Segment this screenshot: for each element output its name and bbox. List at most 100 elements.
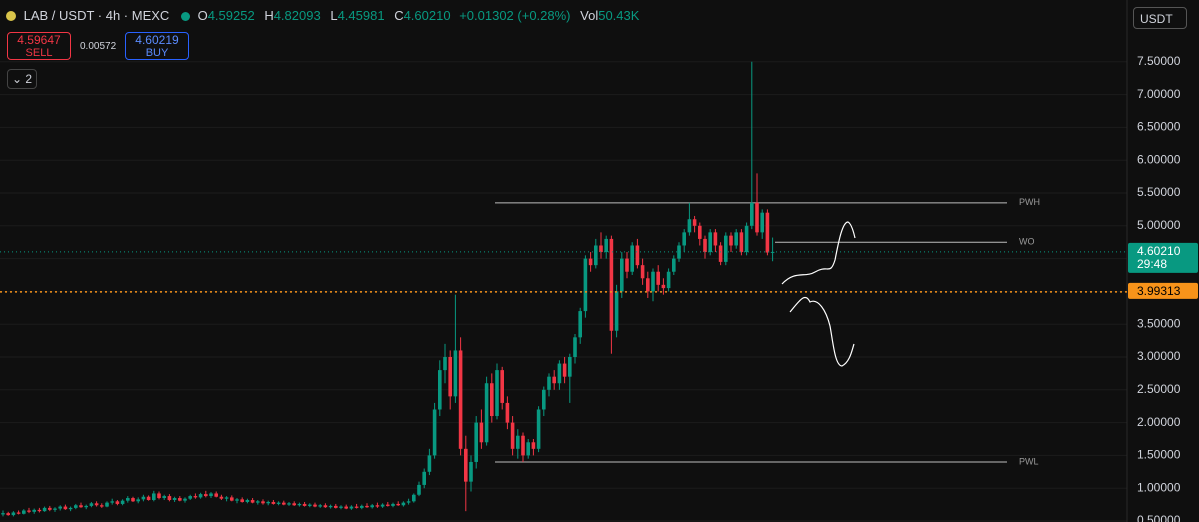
candle-body bbox=[412, 494, 416, 502]
candle-body bbox=[198, 494, 203, 498]
candle-body bbox=[765, 212, 770, 253]
y-tick-label: 1.00000 bbox=[1137, 480, 1181, 494]
high-label: H bbox=[264, 8, 274, 23]
candle-body bbox=[744, 225, 749, 253]
y-tick-label: 1.50000 bbox=[1137, 448, 1181, 462]
candle-body bbox=[58, 506, 62, 509]
level-label: WO bbox=[1019, 237, 1035, 247]
candle-body bbox=[516, 435, 520, 449]
candle-body bbox=[386, 504, 390, 506]
candle-body bbox=[6, 513, 10, 516]
candle-body bbox=[188, 496, 192, 499]
drawings bbox=[781, 221, 856, 367]
candle-body bbox=[334, 505, 338, 508]
candle-body bbox=[677, 245, 681, 259]
candle-body bbox=[68, 507, 73, 510]
candle-body bbox=[282, 502, 286, 505]
pair[interactable]: LAB / USDT · 4h · MEXC bbox=[23, 8, 170, 23]
candle-body bbox=[110, 501, 114, 503]
candle-body bbox=[146, 496, 151, 501]
candle-body bbox=[557, 363, 562, 384]
candle-body bbox=[708, 232, 712, 253]
candle-body bbox=[448, 357, 452, 397]
candle-body bbox=[391, 503, 395, 506]
candle-body bbox=[750, 202, 754, 226]
open-label: O bbox=[197, 8, 208, 23]
candle-body bbox=[323, 505, 328, 508]
currency-select[interactable]: USDT bbox=[1133, 7, 1187, 29]
low: 4.45981 bbox=[337, 8, 385, 23]
candle-body bbox=[16, 512, 21, 514]
candle-body bbox=[157, 493, 161, 499]
candle-body bbox=[79, 505, 83, 508]
buy-button[interactable]: 4.60219 BUY bbox=[125, 32, 189, 60]
candle-body bbox=[604, 238, 608, 253]
candle-body bbox=[625, 258, 629, 272]
candle-body bbox=[401, 502, 406, 506]
y-tick-label: 2.00000 bbox=[1137, 415, 1181, 429]
candle-body bbox=[729, 235, 733, 246]
high: 4.82093 bbox=[273, 8, 321, 23]
candle-body bbox=[183, 498, 187, 501]
candle-body bbox=[698, 225, 702, 239]
candle-body bbox=[495, 370, 499, 417]
candle-body bbox=[120, 500, 125, 504]
candle-body bbox=[531, 442, 536, 449]
candle-body bbox=[100, 505, 104, 507]
candle-body bbox=[302, 503, 307, 506]
candle-body bbox=[464, 448, 468, 482]
y-tick-label: 5.00000 bbox=[1137, 218, 1181, 232]
candle-body bbox=[126, 498, 130, 501]
candle-body bbox=[510, 422, 515, 449]
candle-body bbox=[74, 505, 78, 508]
y-tick-label: 2.50000 bbox=[1137, 382, 1181, 396]
candle-body bbox=[209, 493, 213, 497]
price-tag-label: 4.60210 bbox=[1137, 244, 1181, 258]
candle-body bbox=[256, 501, 260, 503]
candle-body bbox=[250, 500, 255, 503]
candle-body bbox=[458, 350, 463, 449]
sell-button[interactable]: 4.59647 SELL bbox=[7, 32, 71, 60]
candle-body bbox=[224, 497, 229, 499]
change: +0.01302 (+0.28%) bbox=[459, 8, 571, 23]
candle-body bbox=[276, 502, 281, 504]
candle-body bbox=[396, 503, 400, 506]
candle-body bbox=[521, 435, 525, 456]
indicators-toggle[interactable]: ⌄ 2 bbox=[7, 69, 37, 89]
candle-body bbox=[614, 291, 619, 331]
candle-body bbox=[84, 505, 88, 508]
candle-body bbox=[375, 505, 380, 507]
candle-body bbox=[27, 510, 31, 512]
candle-body bbox=[703, 238, 707, 253]
candle-body bbox=[193, 496, 198, 498]
candle-body bbox=[422, 471, 426, 485]
candle-body bbox=[713, 232, 718, 246]
buy-label: BUY bbox=[145, 47, 169, 59]
candle-body bbox=[609, 238, 614, 331]
open: 4.59252 bbox=[207, 8, 255, 23]
volume: 50.43K bbox=[598, 8, 640, 23]
candle-body bbox=[271, 501, 276, 504]
candle-body bbox=[526, 442, 530, 456]
candle-body bbox=[635, 245, 640, 266]
candle-body bbox=[692, 219, 697, 226]
y-tick-label: 7.00000 bbox=[1137, 87, 1181, 101]
candle-body bbox=[292, 503, 296, 506]
candle-body bbox=[417, 484, 421, 495]
candle-body bbox=[640, 265, 645, 279]
candle-body bbox=[136, 499, 140, 502]
candle-body bbox=[53, 508, 57, 510]
candle-body bbox=[583, 258, 588, 312]
candle-body bbox=[661, 284, 666, 289]
candle-body bbox=[235, 499, 239, 501]
candle-body bbox=[630, 245, 634, 272]
candle-body bbox=[313, 504, 317, 507]
low-label: L bbox=[330, 8, 338, 23]
y-tick-label: 0.50000 bbox=[1137, 513, 1181, 522]
candle-body bbox=[469, 461, 473, 482]
candle-body bbox=[542, 389, 546, 410]
candle-body bbox=[131, 498, 135, 502]
candle-body bbox=[568, 357, 572, 377]
candle-body bbox=[547, 376, 551, 390]
candle-body bbox=[687, 219, 692, 233]
